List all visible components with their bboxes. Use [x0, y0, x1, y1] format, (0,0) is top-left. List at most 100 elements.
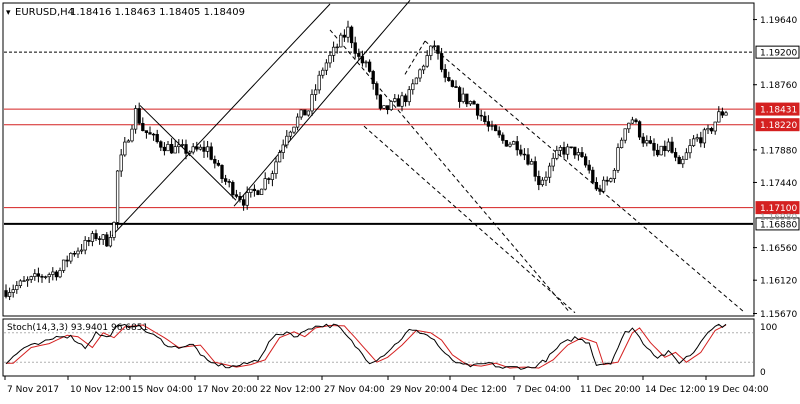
candle-body-150 [544, 176, 548, 181]
candle-body-132 [479, 114, 483, 117]
candle-body-66 [241, 199, 246, 206]
candle-body-100 [364, 61, 368, 64]
candle-body-186 [673, 152, 678, 158]
candle-body-1 [7, 292, 12, 297]
candle-body-96 [349, 26, 354, 44]
candle-body-135 [490, 125, 494, 127]
candle-body-71 [259, 188, 264, 195]
candlesticks [4, 20, 728, 301]
level-label-box-3 [755, 201, 800, 215]
level-label-0: 1.19200 [760, 49, 797, 59]
candle-body-137 [497, 130, 501, 136]
candle-body-143 [519, 149, 523, 155]
candle-body-110 [400, 95, 404, 107]
candle-body-101 [367, 61, 372, 72]
candle-body-127 [461, 93, 465, 102]
candle-body-200 [724, 112, 728, 116]
stoch-signal-line [6, 324, 727, 369]
candle-body-33 [123, 141, 127, 156]
candle-body-113 [411, 83, 415, 91]
oscillator-tick-100: 100 [760, 323, 777, 333]
time-tick-label-3: 17 Nov 20:00 [197, 385, 258, 395]
price-tick-label-1: 1.18760 [760, 81, 797, 91]
candle-body-99 [360, 56, 365, 64]
candle-body-16 [61, 259, 66, 271]
candle-body-117 [425, 55, 429, 67]
candle-body-27 [101, 234, 105, 240]
candle-body-67 [245, 192, 249, 206]
candle-body-124 [450, 80, 455, 87]
candle-body-160 [580, 152, 584, 158]
candle-body-61 [223, 178, 228, 182]
candle-body-174 [630, 119, 635, 124]
candle-body-193 [699, 137, 703, 144]
candle-body-72 [263, 178, 267, 190]
candle-body-114 [414, 77, 419, 85]
candle-body-197 [713, 121, 717, 132]
level-label-box-4 [755, 217, 800, 231]
candle-body-26 [97, 238, 102, 240]
candle-body-56 [205, 146, 210, 152]
candle-body-106 [385, 105, 390, 110]
candle-body-0 [4, 290, 8, 297]
candle-body-122 [443, 69, 447, 78]
chart-header-arrow-icon: ▾ [6, 8, 11, 18]
candle-body-17 [65, 259, 69, 262]
channel-line-3 [329, 29, 571, 314]
candle-body-70 [256, 190, 260, 195]
candle-body-169 [612, 169, 617, 180]
candle-body-126 [457, 87, 462, 102]
candle-body-125 [454, 86, 458, 88]
candle-body-109 [396, 98, 401, 107]
candle-body-166 [601, 179, 606, 192]
time-tick-label-2: 15 Nov 04:00 [132, 385, 193, 395]
candle-body-172 [623, 128, 627, 141]
candle-body-190 [688, 145, 692, 154]
candle-body-35 [130, 128, 134, 142]
candle-body-98 [357, 53, 361, 57]
chart-ohlc: 1.18416 1.18463 1.18405 1.18409 [70, 7, 245, 18]
candle-body-118 [429, 45, 433, 56]
oscillator-frame [2, 318, 755, 377]
candle-body-164 [594, 182, 599, 190]
candle-body-161 [583, 156, 588, 166]
candle-body-140 [508, 143, 512, 147]
candle-body-47 [173, 146, 177, 154]
time-axis: 7 Nov 2017 10 Nov 12:00 15 Nov 04:00 17 Nov… [4, 376, 769, 395]
level-label-4: 1.16880 [760, 220, 797, 230]
candle-body-12 [47, 274, 51, 278]
candle-body-188 [681, 158, 685, 165]
candle-body-50 [184, 144, 188, 154]
level-labels: 1.19200 1.18431 1.18220 1.17100 1.168801.169… [755, 45, 800, 231]
candle-body-59 [216, 162, 221, 166]
candle-body-195 [706, 128, 710, 131]
candle-body-148 [537, 175, 541, 186]
candle-body-51 [187, 151, 192, 154]
candle-body-46 [169, 144, 174, 154]
candle-body-49 [180, 144, 185, 146]
candle-body-60 [220, 164, 224, 179]
candle-body-63 [231, 182, 235, 196]
candle-body-192 [695, 137, 699, 140]
price-tick-label-3: 1.17440 [760, 179, 797, 189]
candle-body-11 [43, 276, 48, 278]
candle-body-87 [317, 74, 321, 91]
candle-body-139 [504, 140, 509, 147]
candle-body-53 [195, 146, 199, 150]
candle-body-128 [465, 93, 469, 105]
candle-body-158 [573, 146, 577, 156]
candle-body-196 [709, 128, 714, 132]
candle-body-167 [605, 179, 609, 182]
candle-body-62 [227, 181, 231, 183]
candle-body-39 [144, 130, 149, 133]
candle-body-18 [69, 253, 73, 262]
candle-body-152 [551, 157, 555, 167]
candle-body-94 [342, 34, 347, 38]
level-label-box-0 [755, 45, 800, 59]
candle-body-78 [285, 135, 289, 146]
level-label-1: 1.18431 [760, 106, 797, 116]
candle-body-183 [663, 145, 667, 152]
candle-body-136 [493, 125, 498, 132]
